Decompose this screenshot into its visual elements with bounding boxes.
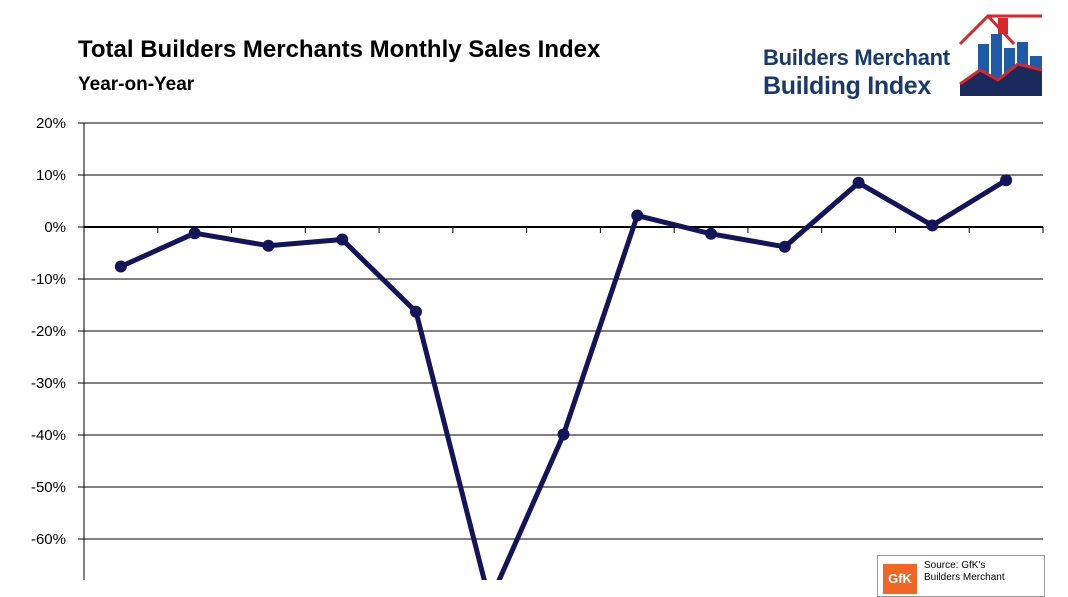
gridlines [84,122,1043,540]
chart-subtitle: Year-on-Year [78,74,195,95]
gfk-logo: GfK [883,564,917,594]
source-line1: Source: GfK's [924,560,986,571]
data-point [705,227,718,240]
bmbi-logo: Builders Merchant Building Index [760,14,1045,100]
source-note: GfK Source: GfK's Builders Merchant [877,555,1045,597]
logo-text-line1: Builders Merchant [763,45,950,70]
chart-title: Total Builders Merchants Monthly Sales I… [78,36,601,63]
data-point [114,260,127,273]
data-point [926,219,939,232]
house-chart-logo-icon [958,14,1043,96]
data-point [1000,174,1013,187]
y-tick-label: -20% [31,323,66,340]
y-tick-label: 20% [36,115,66,132]
data-series [114,174,1013,580]
data-point [852,176,865,189]
series-line [119,178,1008,580]
y-tick-label: -50% [31,479,66,496]
y-tick-label: -30% [31,375,66,392]
data-point [262,239,275,252]
data-point [409,305,422,318]
chart-canvas: 20% 10% 0% -10% -20% -30% -40% -50% -60% [31,115,1044,580]
y-tick-label: 10% [36,167,66,184]
data-point [631,209,644,222]
y-tick-label: -40% [31,427,66,444]
logo-text-line2: Building Index [763,72,932,100]
data-point [336,233,349,246]
y-axis-tick-labels: 20% 10% 0% -10% -20% -30% -40% -50% -60% [31,115,66,548]
y-tick-label: 0% [44,219,66,236]
y-tick-label: -10% [31,271,66,288]
data-point [188,227,201,240]
axes [78,122,1044,580]
data-point [778,240,791,253]
source-text: Source: GfK's Builders Merchant [924,560,1005,584]
data-point [557,428,570,441]
y-tick-label: -60% [31,531,66,548]
source-line2: Builders Merchant [924,572,1005,583]
